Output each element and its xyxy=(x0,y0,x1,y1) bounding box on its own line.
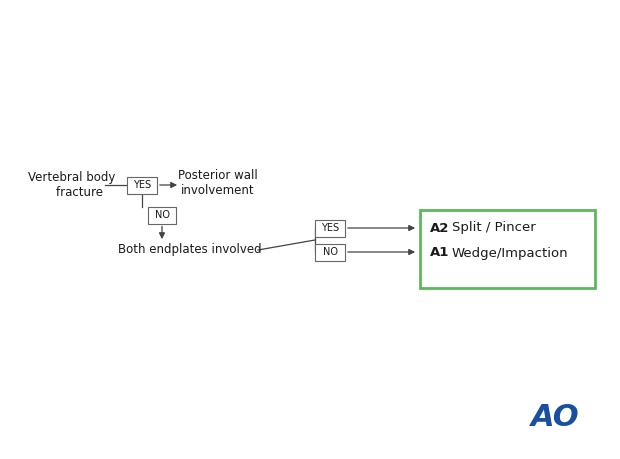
Text: YES: YES xyxy=(133,180,151,190)
Text: A2: A2 xyxy=(430,222,450,235)
Text: YES: YES xyxy=(321,223,339,233)
Text: NO: NO xyxy=(322,247,337,257)
Text: AO: AO xyxy=(531,403,579,432)
FancyBboxPatch shape xyxy=(420,210,595,288)
Text: NO: NO xyxy=(154,210,169,220)
FancyBboxPatch shape xyxy=(315,244,345,261)
Text: Split / Pincer: Split / Pincer xyxy=(452,222,536,235)
Text: Both endplates involved: Both endplates involved xyxy=(118,244,262,257)
FancyBboxPatch shape xyxy=(148,207,176,224)
Text: A1: A1 xyxy=(430,246,450,259)
FancyBboxPatch shape xyxy=(127,177,157,194)
Text: Posterior wall
involvement: Posterior wall involvement xyxy=(178,169,258,197)
FancyBboxPatch shape xyxy=(315,219,345,236)
Text: Vertebral body
    fracture: Vertebral body fracture xyxy=(29,171,116,199)
Text: Wedge/Impaction: Wedge/Impaction xyxy=(452,246,569,259)
